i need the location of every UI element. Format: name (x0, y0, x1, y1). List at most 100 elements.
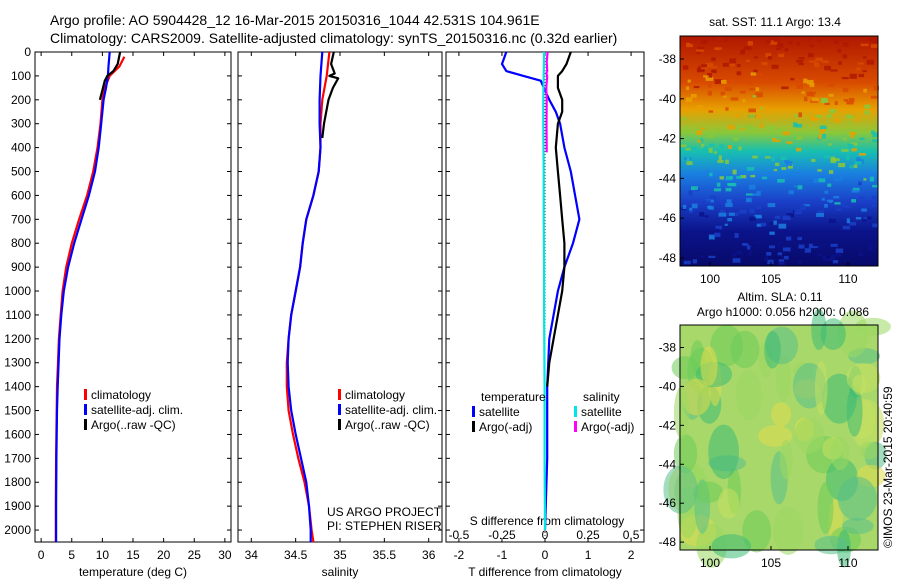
map-y-tick-label: -42 (659, 132, 677, 146)
y-tick-label: 1400 (4, 380, 31, 394)
sst-map-texture (680, 36, 879, 266)
series-line (542, 52, 547, 531)
legend-label: satellite-adj. clim. (91, 403, 183, 417)
x-tick-label: 2 (628, 548, 635, 562)
x-tick-label: 15 (126, 548, 140, 562)
y-tick-label: 1700 (4, 451, 31, 465)
project-annotation: PI: STEPHEN RISER (327, 519, 442, 533)
map-axes-1: 100 105 110 -38 -40 -42 -44 -46 -48 (659, 52, 858, 286)
x-tick-label: 25 (188, 548, 202, 562)
map-x-tick-label: 105 (761, 272, 781, 286)
legend-swatch (338, 389, 341, 400)
project-annotation: US ARGO PROJECT (327, 505, 442, 519)
legend-label: satellite-adj. clim. (345, 403, 437, 417)
series-line (500, 52, 581, 531)
x-tick-label: 0 (38, 548, 45, 562)
map-y-tick-label: -44 (659, 457, 677, 471)
map-x-tick-label: 105 (761, 556, 781, 570)
secondary-x-tick-label: 0 (542, 528, 549, 542)
legend-header: temperature (481, 390, 546, 404)
legend-label: climatology (91, 388, 151, 402)
x-tick-label: 1 (585, 548, 592, 562)
map-x-tick-label: 110 (838, 556, 857, 570)
legend-swatch (338, 404, 341, 415)
y-tick-label: 1000 (4, 284, 31, 298)
y-tick-label: 1900 (4, 499, 31, 513)
legend-label: Argo(-adj) (479, 420, 532, 434)
map-y-tick-label: -44 (659, 171, 677, 185)
x-axis-label: salinity (322, 565, 359, 579)
secondary-x-tick-label: 0.5 (623, 528, 640, 542)
legend-label: Argo(-adj) (581, 420, 634, 434)
y-tick-label: 800 (11, 236, 31, 250)
y-tick-label: 900 (11, 260, 31, 274)
series-line (545, 52, 549, 153)
profile-panel-1: 0100200300400500600700800900100011001200… (4, 45, 232, 579)
y-tick-label: 1500 (4, 404, 31, 418)
x-axis-label: temperature (deg C) (79, 565, 187, 579)
legend-swatch (84, 389, 87, 400)
profile-panel-2: 34 34.5 35 35.5 36 salinity climatologysatelli… (237, 51, 443, 579)
legend-header: salinity (583, 390, 620, 404)
legend-swatch (338, 419, 341, 430)
map-x-tick-label: 100 (700, 272, 720, 286)
legend-label: Argo(..raw -QC) (91, 418, 176, 432)
series-group (500, 52, 581, 531)
y-tick-label: 1800 (4, 475, 31, 489)
map-y-tick-label: -38 (659, 341, 677, 355)
legend-label: satellite (581, 405, 622, 419)
map-y-tick-label: -42 (659, 418, 677, 432)
sst-map-frame (679, 35, 879, 267)
series-group (54, 52, 126, 542)
map-axes-2: 100 105 110 -38 -40 -42 -44 -46 -48 (659, 341, 858, 571)
y-tick-label: 0 (24, 45, 31, 59)
secondary-x-tick-label: -0.5 (449, 528, 470, 542)
series-line (546, 52, 572, 387)
x-tick-label: 30 (218, 548, 232, 562)
map-x-tick-label: 110 (838, 272, 857, 286)
legend-swatch (84, 419, 87, 430)
legend-swatch (84, 404, 87, 415)
panel-frame (237, 51, 443, 543)
x-tick-label: 20 (157, 548, 171, 562)
x-axis-label: T difference from climatology (468, 565, 622, 579)
y-tick-label: 2000 (4, 523, 31, 537)
y-tick-label: 600 (11, 188, 31, 202)
legend-swatch (574, 421, 577, 432)
y-tick-label: 300 (11, 117, 31, 131)
profile-panel-3: -2 -1 0 1 2 T difference from climatology -0.5… (445, 51, 645, 579)
map-y-tick-label: -38 (659, 52, 677, 66)
imos-credit: ©IMOS 23-Mar-2015 20:40:59 (881, 386, 895, 548)
x-tick-label: 34 (245, 548, 259, 562)
secondary-x-axis-label: S difference from climatology (470, 514, 625, 528)
map-y-tick-label: -48 (659, 535, 677, 549)
y-tick-label: 500 (11, 165, 31, 179)
y-tick-label: 1200 (4, 332, 31, 346)
y-tick-label: 1100 (5, 308, 31, 322)
y-tick-label: 400 (11, 141, 31, 155)
series-line (54, 52, 111, 542)
series-line (321, 52, 340, 139)
map-y-tick-label: -48 (659, 251, 677, 265)
sla-map-texture (663, 308, 891, 568)
legend-swatch (574, 406, 577, 417)
map-y-tick-label: -40 (659, 379, 677, 393)
map-y-tick-label: -40 (659, 92, 677, 106)
x-tick-label: 0 (542, 548, 549, 562)
x-tick-label: 10 (96, 548, 110, 562)
sla-map-title: Altim. SLA: 0.11 (737, 290, 822, 304)
x-tick-label: 35 (333, 548, 347, 562)
x-tick-label: -2 (454, 548, 465, 562)
sla-map-subtitle: Argo h1000: 0.056 h2000: 0.086 (697, 305, 869, 319)
panel-frame (34, 51, 232, 543)
sla-map: Altim. SLA: 0.11 Argo h1000: 0.056 h2000… (663, 290, 891, 568)
x-tick-label: 36 (422, 548, 436, 562)
y-tick-label: 1300 (4, 356, 31, 370)
map-x-tick-label: 100 (700, 556, 720, 570)
secondary-x-tick-label: 0.25 (576, 528, 600, 542)
map-y-tick-label: -46 (659, 211, 677, 225)
x-tick-label: -1 (497, 548, 508, 562)
secondary-x-tick-label: -0.25 (488, 528, 516, 542)
sla-map-frame (679, 324, 879, 551)
